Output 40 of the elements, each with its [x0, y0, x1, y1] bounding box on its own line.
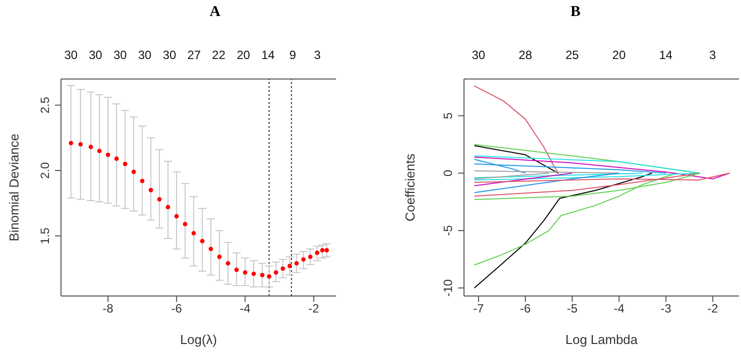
- y-tick-label: 2.5: [38, 96, 52, 114]
- x-tick-label: -8: [102, 302, 114, 316]
- x-axis-title: Log Lambda: [565, 332, 638, 347]
- chart-title: B: [569, 4, 582, 21]
- x-tick-label: -2: [707, 302, 718, 316]
- y-axis-title: Binomial Deviance: [6, 134, 22, 242]
- text: 30: [162, 48, 176, 62]
- y-tick-label: 5: [441, 112, 455, 120]
- text: 22: [212, 48, 226, 62]
- x-tick-label: -3: [660, 302, 672, 316]
- x-tick-label: -2: [308, 302, 320, 316]
- y-axis-title: Coefficients: [402, 153, 418, 222]
- text: 20: [612, 48, 626, 62]
- text: 3: [709, 48, 716, 62]
- text: 25: [565, 48, 579, 62]
- text: 30: [113, 48, 127, 62]
- y-tick-label: 1.5: [38, 227, 52, 244]
- text: 27: [187, 48, 201, 62]
- text: 3: [314, 48, 321, 62]
- text: 30: [88, 48, 102, 62]
- y-tick-label: -10: [441, 278, 455, 297]
- y-tick-label: -5: [441, 224, 455, 236]
- x-tick-label: -7: [473, 302, 484, 316]
- text: 14: [659, 48, 672, 62]
- text: 28: [518, 48, 532, 62]
- x-tick-label: -5: [566, 302, 578, 316]
- x-tick-label: -6: [171, 302, 182, 316]
- text: 30: [138, 48, 152, 62]
- y-tick-label: 2.0: [38, 162, 52, 179]
- x-tick-label: -6: [520, 302, 532, 316]
- text: 20: [236, 48, 250, 62]
- x-tick-label: -4: [614, 302, 625, 316]
- text: 14: [261, 48, 275, 62]
- text: 30: [472, 48, 486, 62]
- x-tick-label: -4: [240, 302, 251, 316]
- x-axis-title: Log(λ): [180, 332, 217, 347]
- y-tick-label: 0: [441, 169, 455, 176]
- text: 9: [289, 48, 296, 62]
- text: 30: [64, 48, 78, 62]
- chart-title: A: [208, 4, 222, 21]
